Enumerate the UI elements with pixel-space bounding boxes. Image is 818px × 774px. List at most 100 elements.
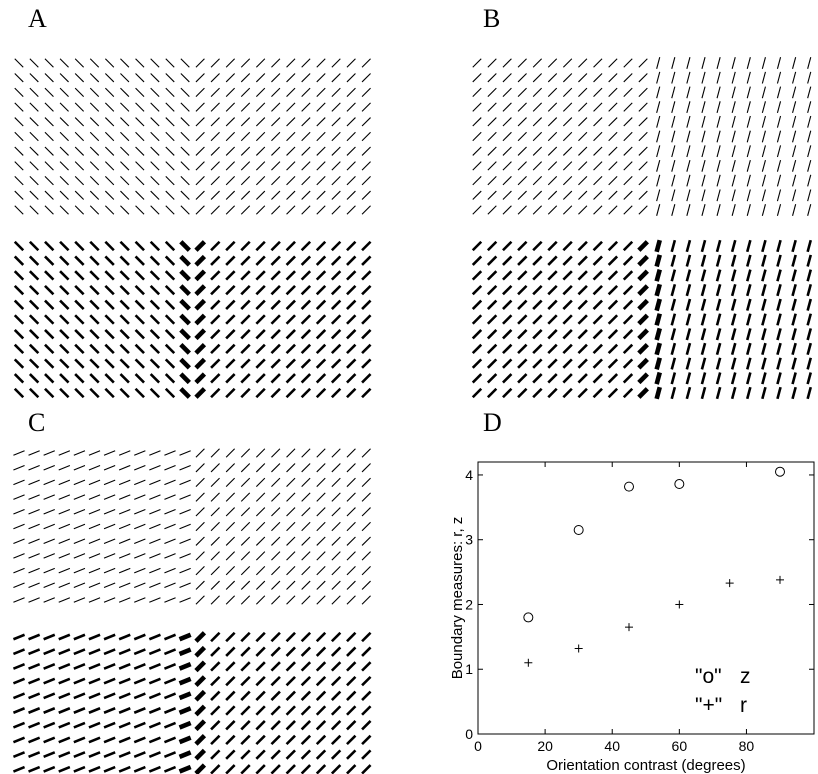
- texture-bar: [638, 73, 648, 83]
- plot-frame: [477, 461, 815, 735]
- texture-bar: [316, 175, 326, 186]
- texture-bar: [300, 764, 312, 774]
- texture-bar: [134, 597, 146, 603]
- texture-bar: [225, 595, 236, 605]
- texture-bar: [104, 102, 115, 112]
- texture-bar: [13, 450, 25, 456]
- texture-bar: [577, 255, 588, 266]
- texture-bar: [716, 101, 721, 114]
- texture-bar: [103, 538, 116, 544]
- texture-bar: [745, 239, 752, 253]
- texture-bar: [654, 342, 662, 356]
- texture-bar: [301, 117, 311, 127]
- texture-bar: [286, 102, 296, 112]
- texture-bar: [195, 536, 205, 546]
- texture-bar: [103, 633, 116, 641]
- texture-bar: [88, 736, 101, 744]
- texture-bar: [58, 765, 71, 773]
- texture-bar: [88, 553, 101, 559]
- texture-bar: [178, 735, 192, 745]
- texture-bar: [225, 175, 236, 186]
- texture-bar: [240, 595, 251, 605]
- texture-bar: [316, 58, 326, 68]
- stimulus-c-input: [13, 448, 371, 605]
- texture-bar: [195, 175, 205, 186]
- texture-bar: [286, 595, 296, 605]
- texture-bar: [622, 240, 634, 252]
- texture-bar: [671, 115, 676, 128]
- texture-bar: [44, 87, 54, 98]
- texture-bar: [59, 190, 69, 200]
- texture-bar: [194, 357, 207, 370]
- texture-bar: [104, 329, 115, 340]
- texture-bar: [44, 387, 55, 399]
- texture-bar: [44, 161, 54, 171]
- texture-bar: [28, 721, 41, 729]
- texture-bar: [517, 373, 528, 384]
- texture-bar: [486, 270, 498, 281]
- texture-bar: [562, 373, 573, 384]
- texture-bar: [622, 358, 634, 369]
- texture-bar: [346, 595, 356, 605]
- texture-bar: [14, 161, 24, 171]
- texture-bar: [13, 329, 25, 340]
- texture-bar: [104, 270, 115, 281]
- texture-bar: [89, 358, 100, 369]
- texture-bar: [255, 131, 266, 142]
- texture-bar: [194, 704, 207, 717]
- texture-bar: [58, 494, 71, 500]
- texture-bar: [637, 284, 649, 296]
- texture-bar: [28, 648, 41, 656]
- texture-bar: [791, 372, 797, 385]
- texture-bar: [270, 358, 281, 369]
- texture-bar: [593, 58, 603, 68]
- texture-bar: [89, 73, 100, 83]
- x-tick-label: 20: [537, 738, 553, 754]
- x-tick-label: 40: [604, 738, 620, 754]
- texture-bar: [163, 633, 177, 641]
- texture-bar: [163, 677, 177, 685]
- texture-bar: [761, 189, 766, 202]
- texture-bar: [225, 720, 236, 731]
- texture-bar: [346, 343, 357, 355]
- texture-bar: [163, 662, 177, 670]
- texture-bar: [240, 631, 251, 643]
- texture-bar: [44, 190, 54, 200]
- texture-bar: [103, 648, 116, 656]
- texture-bar: [133, 692, 146, 700]
- texture-bar: [608, 190, 618, 200]
- texture-bar: [532, 284, 543, 296]
- texture-bar: [210, 705, 221, 716]
- texture-bar: [210, 492, 220, 502]
- texture-bar: [346, 675, 357, 687]
- texture-bar: [270, 720, 281, 731]
- texture-bar: [225, 161, 236, 171]
- texture-bar: [730, 357, 737, 370]
- texture-bar: [671, 204, 676, 216]
- texture-bar: [286, 565, 296, 576]
- texture-bar: [330, 690, 342, 701]
- texture-bar: [330, 255, 342, 266]
- texture-bar: [578, 87, 588, 98]
- texture-bar: [686, 57, 691, 69]
- texture-bar: [13, 314, 25, 325]
- texture-bar: [225, 705, 236, 716]
- texture-bar: [637, 387, 649, 399]
- texture-bar: [607, 343, 619, 355]
- texture-bar: [472, 73, 482, 83]
- texture-bar: [255, 448, 266, 458]
- texture-bar: [592, 240, 603, 252]
- texture-bar: [361, 314, 372, 325]
- texture-bar: [792, 174, 797, 187]
- texture-bar: [301, 190, 311, 200]
- texture-bar: [761, 71, 766, 84]
- texture-bar: [59, 58, 69, 68]
- texture-bar: [44, 175, 54, 186]
- texture-bar: [44, 373, 55, 384]
- texture-bar: [195, 73, 205, 83]
- texture-bar: [472, 131, 482, 142]
- texture-bar: [73, 464, 86, 471]
- texture-bar: [517, 314, 528, 325]
- texture-bar: [58, 450, 71, 456]
- texture-bar: [179, 372, 191, 385]
